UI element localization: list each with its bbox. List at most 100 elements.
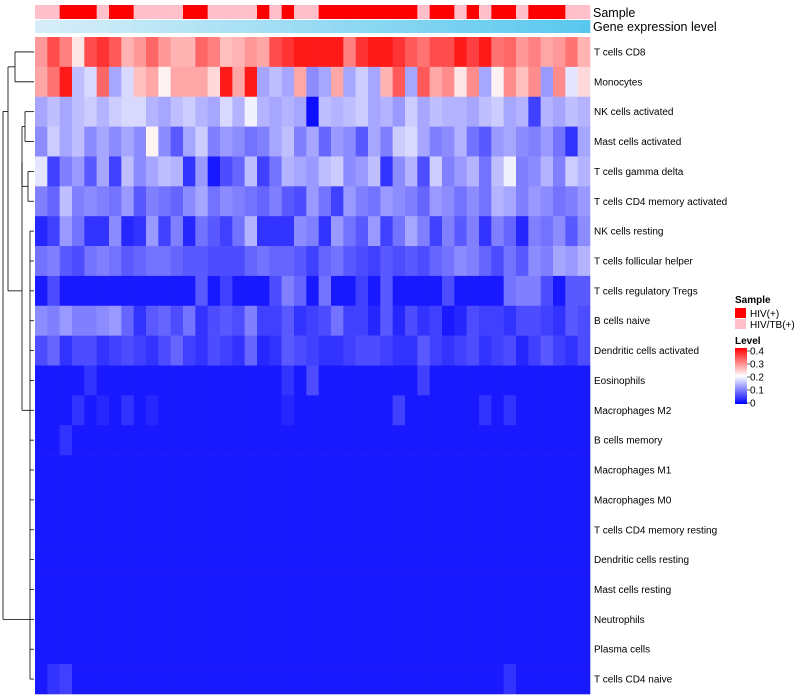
heatmap-cell bbox=[405, 246, 418, 277]
sample-cell bbox=[158, 5, 171, 19]
heatmap-cell bbox=[207, 425, 221, 456]
heatmap-cell bbox=[257, 37, 270, 68]
heatmap-cell bbox=[565, 574, 578, 605]
heatmap-cell bbox=[59, 186, 73, 217]
heatmap-cell bbox=[343, 574, 356, 605]
legend-level-title: Level bbox=[735, 336, 761, 347]
heatmap-cell bbox=[491, 96, 504, 127]
heatmap-cell bbox=[294, 216, 307, 247]
gene-level-cell bbox=[318, 20, 332, 33]
heatmap-cell bbox=[553, 96, 566, 127]
heatmap-cell bbox=[368, 395, 381, 426]
heatmap-cell bbox=[503, 156, 517, 187]
heatmap-cell bbox=[59, 604, 73, 635]
heatmap-cell bbox=[392, 335, 406, 366]
heatmap-cell bbox=[59, 664, 73, 695]
heatmap-cell bbox=[479, 544, 492, 575]
heatmap-cell bbox=[281, 186, 295, 217]
row-label: T cells CD8 bbox=[594, 47, 646, 58]
heatmap-cell bbox=[47, 186, 60, 217]
heatmap-cell bbox=[146, 365, 159, 396]
gene-level-cell bbox=[294, 20, 307, 33]
heatmap-cell bbox=[442, 275, 455, 307]
heatmap-cell bbox=[331, 66, 344, 98]
heatmap-cell bbox=[121, 664, 134, 695]
heatmap-cell bbox=[343, 126, 356, 157]
heatmap-cell bbox=[429, 305, 443, 336]
heatmap-cell bbox=[133, 275, 147, 307]
heatmap-cell bbox=[269, 425, 282, 456]
heatmap-cell bbox=[195, 335, 208, 366]
heatmap-cell bbox=[84, 455, 97, 486]
heatmap-cell bbox=[516, 156, 529, 187]
legend-group-label: HIV(+) bbox=[750, 309, 779, 320]
gene-level-cell bbox=[405, 20, 418, 33]
sample-cell bbox=[540, 5, 554, 19]
heatmap-cell bbox=[133, 305, 147, 336]
heatmap-cell bbox=[479, 126, 492, 157]
heatmap-cell bbox=[577, 305, 591, 336]
heatmap-cell bbox=[491, 664, 504, 695]
heatmap-cell bbox=[540, 305, 554, 336]
heatmap-cell bbox=[491, 156, 504, 187]
heatmap-cell bbox=[454, 37, 467, 68]
heatmap-cell bbox=[343, 66, 356, 98]
heatmap-cell bbox=[121, 335, 134, 366]
heatmap-cell bbox=[195, 216, 208, 247]
heatmap-cell bbox=[257, 66, 270, 98]
heatmap-cell bbox=[417, 335, 430, 366]
row-label: T cells regulatory Tregs bbox=[594, 286, 698, 297]
heatmap-cell bbox=[35, 186, 48, 217]
row-label: Mast cells resting bbox=[594, 585, 671, 596]
heatmap-cell bbox=[331, 544, 344, 575]
heatmap-cell bbox=[59, 544, 73, 575]
sample-cell bbox=[195, 5, 208, 19]
heatmap-cell bbox=[417, 544, 430, 575]
heatmap-cell bbox=[528, 634, 541, 665]
heatmap-cell bbox=[417, 156, 430, 187]
gene-level-cell bbox=[281, 20, 295, 33]
heatmap-cell bbox=[405, 574, 418, 605]
heatmap-cell bbox=[232, 365, 245, 396]
heatmap-cell bbox=[244, 216, 258, 247]
heatmap-cell bbox=[146, 37, 159, 68]
heatmap-cell bbox=[306, 544, 319, 575]
heatmap-cell bbox=[84, 514, 97, 545]
heatmap-cell bbox=[540, 186, 554, 217]
heatmap-cell bbox=[417, 425, 430, 456]
gene-level-cell bbox=[121, 20, 134, 33]
heatmap-cell bbox=[232, 604, 245, 635]
heatmap-cell bbox=[355, 156, 369, 187]
heatmap-cell bbox=[72, 425, 85, 456]
heatmap-cell bbox=[306, 395, 319, 426]
heatmap-cell bbox=[343, 544, 356, 575]
sample-cell bbox=[516, 5, 529, 19]
heatmap-cell bbox=[540, 455, 554, 486]
heatmap-cell bbox=[121, 246, 134, 277]
heatmap-cell bbox=[577, 66, 591, 98]
row-labels: T cells CD8 Monocytes NK cells activated Ma… bbox=[594, 47, 727, 685]
heatmap-cell bbox=[158, 275, 171, 307]
heatmap-cell bbox=[269, 96, 282, 127]
heatmap-cell bbox=[540, 156, 554, 187]
heatmap-cell bbox=[392, 156, 406, 187]
heatmap-cell bbox=[72, 37, 85, 68]
heatmap-cell bbox=[318, 664, 332, 695]
heatmap-cell bbox=[47, 395, 60, 426]
heatmap-cell bbox=[540, 425, 554, 456]
heatmap-cell bbox=[220, 604, 233, 635]
heatmap-cell bbox=[146, 425, 159, 456]
heatmap-cell bbox=[405, 335, 418, 366]
sample-cell bbox=[170, 5, 184, 19]
heatmap-cell bbox=[195, 484, 208, 516]
heatmap-cell bbox=[35, 544, 48, 575]
gene-level-cell bbox=[355, 20, 369, 33]
sample-cell bbox=[331, 5, 344, 19]
heatmap-cell bbox=[516, 604, 529, 635]
heatmap-cell bbox=[146, 305, 159, 336]
heatmap-cell bbox=[96, 604, 110, 635]
heatmap-cell bbox=[121, 395, 134, 426]
heatmap-cell bbox=[232, 66, 245, 98]
heatmap-cell bbox=[392, 574, 406, 605]
heatmap-cell bbox=[516, 335, 529, 366]
